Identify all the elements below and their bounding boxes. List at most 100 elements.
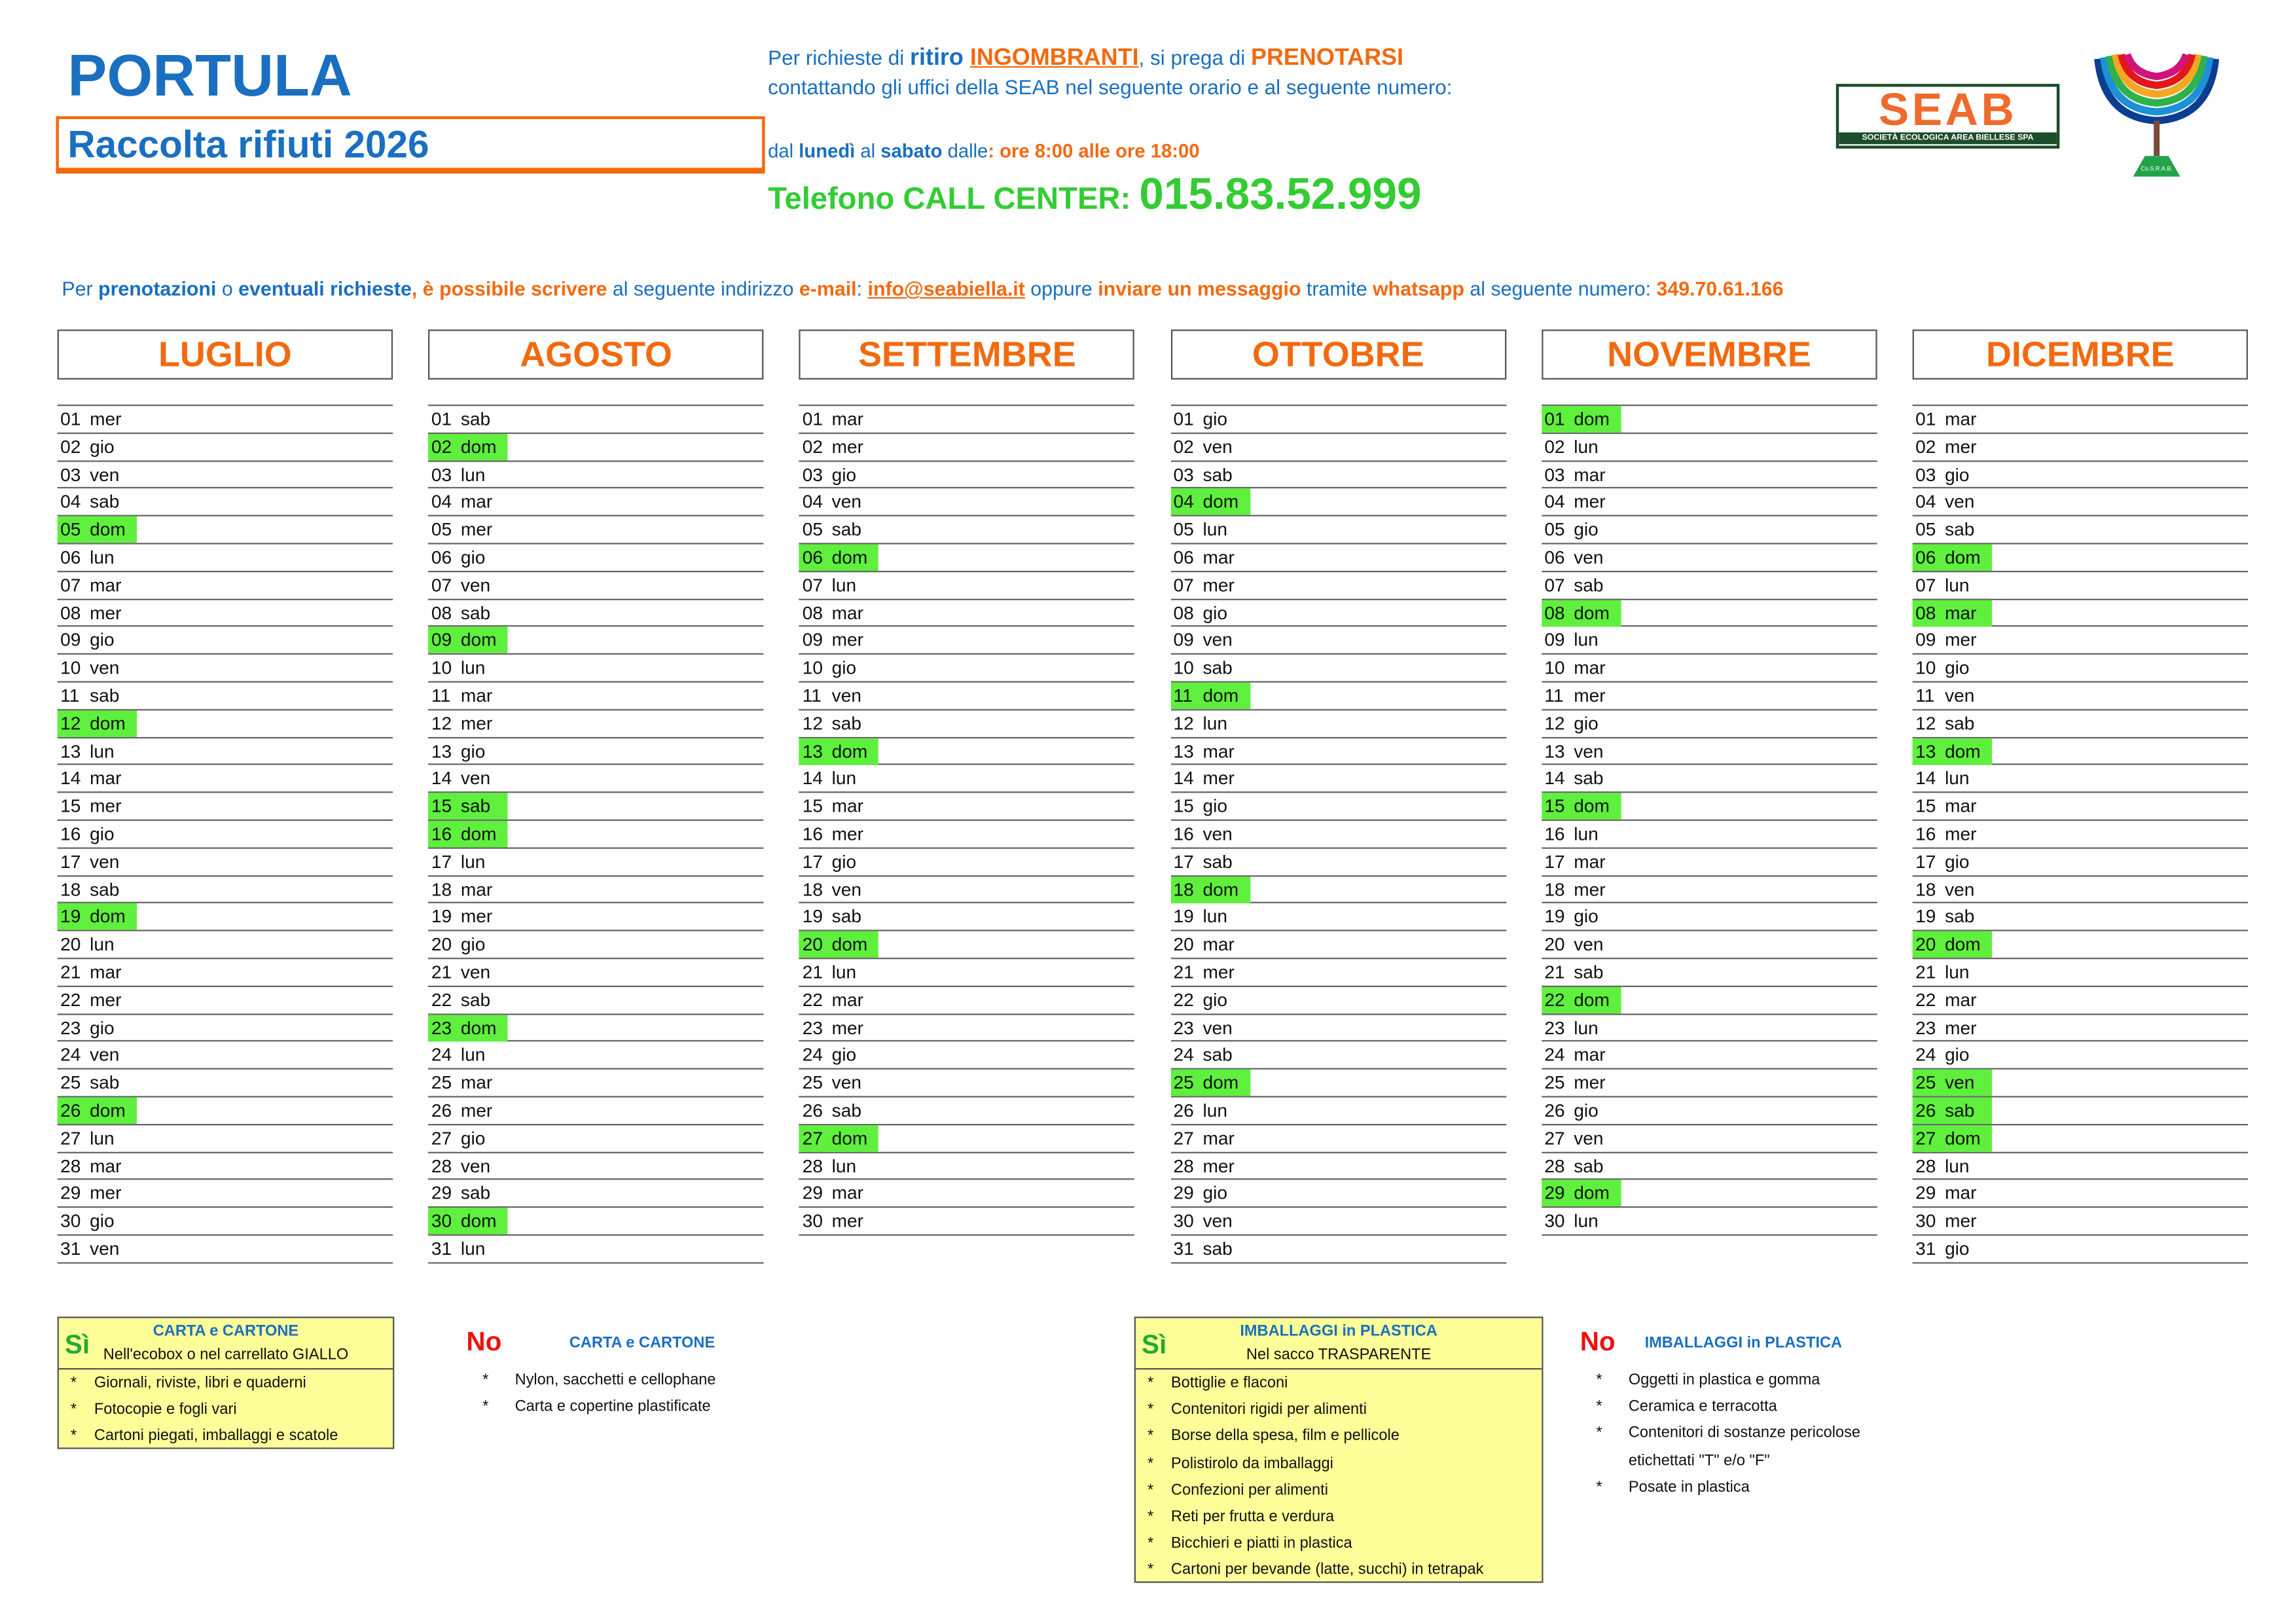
day-cell: 26 dom [57,1097,137,1124]
day-row: 24 gio [799,1042,1135,1070]
day-row: 06 gio [428,545,764,572]
day-row: 21 lun [1912,959,2249,987]
day-row: 02 mer [799,434,1135,461]
day-cell: 19 sab [1915,907,1975,928]
seab-logo: SEAB SOCIETÀ ECOLOGICA AREA BIELLESE SPA [1835,84,2060,149]
day-cell: 12 sab [1915,713,1975,734]
day-cell: 27 lun [60,1128,115,1149]
day-row: 20 ven [1541,931,1877,960]
month-novembre: NOVEMBRE 01 dom 02 lun 03 mar 04 mer 05 gio 06 ven 07… [1541,329,1877,1236]
day-row: 20 gio [428,931,764,960]
day-cell: 03 gio [802,464,857,485]
day-cell: 01 gio [1173,408,1227,430]
day-cell: 06 dom [799,544,879,571]
day-cell: 07 mer [1173,575,1235,596]
bullet-icon: * [1147,1534,1154,1553]
day-cell: 07 sab [1544,575,1604,596]
day-cell: 30 mer [802,1210,864,1232]
day-row: 06 mar [1170,545,1506,572]
day-cell: 09 lun [1544,630,1599,651]
page-title: PORTULA [67,44,352,109]
day-row: 22 mar [1912,986,2249,1015]
text: oppure [1024,278,1098,300]
text: dal [768,139,799,162]
day-row: 24 ven [57,1042,393,1070]
day-row: 14 ven [428,765,764,793]
day-cell: 15 mer [60,796,122,817]
legend-plastica-no: * Oggetti in plastica e gomma * Ceramica e … [1596,1367,1860,1500]
bulky-waste-notice: Per richieste di ritiro INGOMBRANTI, si … [768,46,1403,72]
day-row: 21 mer [1170,959,1506,987]
day-row: 10 gio [799,655,1135,683]
text: al seguente indirizzo [607,278,799,300]
day-row: 11 sab [57,683,393,710]
day-row: 13 gio [428,738,764,766]
bullet-icon: * [70,1427,77,1445]
day-cell: 25 sab [60,1072,120,1094]
day-cell: 25 ven [1912,1070,1992,1096]
cosrab-text: Co.S.R.A.B. [2141,166,2173,172]
legend-item-text: Confezioni per alimenti [1170,1481,1328,1499]
day-row: 17 mar [1541,848,1877,876]
month-header: AGOSTO [428,329,764,380]
phone-number[interactable]: 015.83.52.999 [1139,170,1422,219]
day-cell: 22 mer [60,989,122,1011]
day-row: 11 mer [1541,683,1877,710]
day-cell: 21 ven [431,962,491,983]
whatsapp-number[interactable]: 349.70.61.166 [1656,278,1784,300]
day-cell: 30 gio [60,1210,115,1232]
day-cell: 11 dom [1170,682,1250,710]
day-row: 06 ven [1541,545,1877,572]
day-row: 15 sab [428,793,764,821]
day-row: 01 gio [1170,406,1506,434]
day-cell: 12 mer [431,713,493,734]
text: al [855,139,881,162]
day-row: 09 gio [57,627,393,655]
day-cell: 23 lun [1544,1017,1599,1038]
day-cell: 15 mar [802,796,864,817]
email-link[interactable]: info@seabiella.it [867,278,1025,300]
day-cell: 01 mar [1915,408,1977,430]
text: sabato [880,139,943,162]
day-row: 06 lun [57,545,393,572]
day-row: 04 ven [1912,489,2249,517]
day-cell: 19 gio [1544,907,1599,928]
day-cell: 11 mer [1544,685,1606,706]
legend-item: * Bicchieri e piatti in plastica [1136,1530,1542,1557]
month-agosto: AGOSTO 01 sab 02 dom 03 lun 04 mar 05 mer 06 gio 07 ve… [428,329,764,1263]
day-cell: 25 dom [1170,1070,1250,1096]
day-cell: 23 mer [1915,1017,1977,1038]
legend-item: * Contenitori rigidi per alimenti [1136,1396,1542,1423]
day-row: 16 mer [799,821,1135,849]
month-header: DICEMBRE [1912,329,2249,380]
day-cell: 20 mar [1173,934,1235,955]
day-cell: 15 dom [1541,793,1621,820]
day-cell: 13 dom [799,738,879,765]
day-cell: 16 lun [1544,823,1599,844]
legend-subtitle: Nel sacco TRASPARENTE [1246,1346,1432,1364]
day-row: 16 lun [1541,821,1877,849]
day-row: 05 sab [799,516,1135,545]
text: e-mail [799,278,857,300]
day-cell: 21 lun [802,962,857,983]
day-cell: 08 mer [60,602,122,623]
day-row: 20 dom [1912,931,2249,960]
day-cell: 22 dom [1541,986,1621,1013]
day-row: 13 ven [1541,738,1877,766]
day-row: 07 ven [428,572,764,600]
day-row: 30 mer [1912,1208,2249,1236]
day-cell: 25 mer [1544,1072,1606,1094]
day-cell: 09 mer [802,630,864,651]
day-cell: 04 sab [60,492,120,513]
legend-item: * Ceramica e terracotta [1596,1394,1860,1420]
bullet-icon: * [1147,1507,1154,1526]
day-row: 22 mar [799,986,1135,1015]
day-cell: 14 mar [60,768,122,789]
day-row: 23 ven [1170,1015,1506,1042]
day-cell: 27 mar [1173,1128,1235,1149]
day-cell: 18 ven [1915,878,1975,900]
day-cell: 11 sab [60,685,120,706]
day-cell: 11 ven [1915,685,1975,706]
day-row: 16 gio [57,821,393,849]
